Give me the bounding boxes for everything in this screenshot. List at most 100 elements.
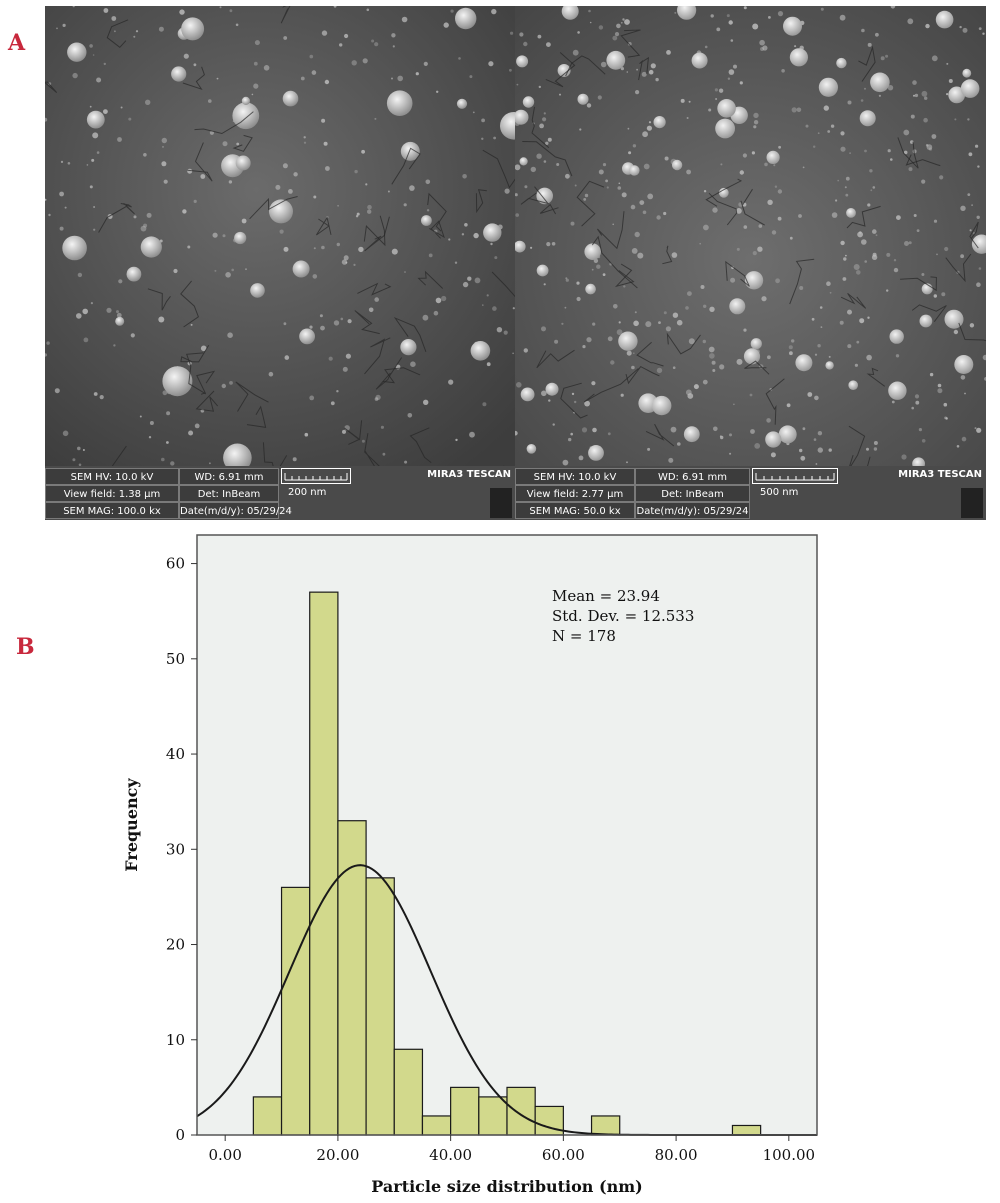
sem-speck (512, 352, 514, 355)
scale-bar-label-left: 200 nm (288, 487, 327, 498)
sem-speck (89, 185, 93, 189)
sem-crack (409, 427, 432, 463)
sem-speck (90, 302, 93, 305)
sem-speck (426, 209, 430, 212)
sem-speck (672, 312, 679, 318)
sem-speck (752, 251, 757, 256)
sem-speck (802, 427, 806, 431)
sem-speck (547, 137, 552, 142)
sem-crack (429, 220, 445, 239)
sem-speck (72, 72, 78, 79)
sem-speck (441, 295, 447, 302)
sem-speck (462, 281, 469, 288)
sem-speck (835, 199, 838, 202)
sem-speck (401, 16, 408, 23)
sem-speck (908, 241, 912, 245)
sem-speck (89, 105, 92, 108)
sem-speck (960, 254, 964, 259)
sem-speck (773, 164, 776, 167)
sem-speck (712, 369, 716, 372)
sem-speck (371, 39, 375, 43)
sem-speck (602, 163, 607, 167)
sem-particle (557, 64, 571, 77)
sem-speck (890, 6, 896, 9)
sem-speck (515, 164, 521, 171)
sem-crack (583, 368, 639, 403)
sem-speck (764, 162, 768, 167)
sem-speck (798, 214, 802, 218)
sem-speck (541, 390, 547, 397)
sem-speck (56, 27, 58, 30)
sem-speck (562, 459, 569, 466)
sem-speck (589, 21, 592, 24)
sem-crack (744, 360, 770, 375)
sem-speck (733, 403, 735, 406)
sem-speck (843, 257, 847, 261)
sem-speck (208, 99, 212, 103)
sem-particle (515, 109, 529, 125)
y-tick-label: 30 (166, 840, 185, 858)
sem-speck (720, 163, 723, 166)
tescan-logo-left (490, 488, 512, 518)
sem-speck (753, 112, 759, 119)
sem-speck (510, 31, 514, 35)
sem-speck (730, 277, 736, 283)
sem-speck (283, 322, 287, 326)
sem-particle (629, 165, 640, 176)
sem-speck (222, 234, 226, 238)
sem-wd: WD: 6.91 mm (635, 468, 750, 485)
sem-speck (605, 179, 608, 183)
sem-speck (212, 232, 218, 238)
sem-particle (456, 98, 468, 109)
scale-bar-right (752, 468, 838, 484)
sem-speck (565, 278, 569, 282)
sem-speck (616, 329, 623, 336)
sem-particle (577, 93, 589, 105)
y-tick-label: 50 (166, 650, 185, 668)
sem-particle (744, 271, 764, 290)
sem-speck (866, 354, 872, 361)
sem-speck (320, 325, 325, 331)
sem-speck (767, 199, 773, 205)
sem-speck (135, 30, 139, 33)
sem-particle (971, 234, 986, 254)
sem-speck (642, 210, 647, 215)
sem-speck (677, 442, 681, 446)
sem-speck (82, 308, 88, 315)
sem-speck (921, 273, 925, 276)
sem-speck (492, 306, 497, 311)
sem-speck (904, 241, 909, 246)
sem-speck (968, 152, 973, 157)
sem-speck (807, 392, 813, 397)
sem-speck (539, 123, 544, 129)
sem-speck (140, 225, 147, 232)
sem-speck (672, 366, 676, 370)
sem-speck (729, 433, 732, 437)
sem-particle (140, 236, 162, 258)
sem-speck (749, 393, 753, 397)
sem-speck (854, 363, 858, 367)
sem-speck (568, 437, 572, 442)
sem-particle (715, 118, 735, 139)
sem-speck (645, 321, 652, 328)
sem-speck (103, 109, 108, 114)
sem-particle (948, 86, 966, 104)
sem-speck (978, 27, 982, 30)
sem-speck (321, 30, 328, 36)
sem-crack (958, 322, 986, 342)
sem-speck (703, 190, 707, 193)
sem-speck (702, 339, 706, 344)
sem-speck (92, 132, 99, 139)
sem-speck (486, 362, 491, 367)
sem-crack (249, 196, 298, 220)
sem-speck (365, 183, 368, 186)
sem-crack (147, 288, 171, 311)
sem-speck (626, 461, 628, 464)
sem-crack (232, 134, 253, 152)
sem-speck (472, 111, 475, 114)
sem-crack (620, 29, 641, 58)
sem-speck (627, 42, 632, 46)
sem-speck (969, 323, 975, 328)
sem-speck (128, 117, 132, 121)
sem-speck (718, 88, 724, 93)
